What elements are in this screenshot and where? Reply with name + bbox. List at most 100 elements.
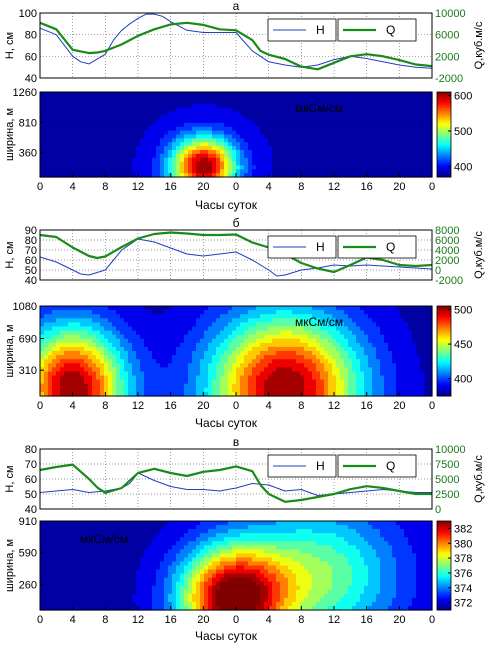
heatmap-cell [376, 387, 381, 393]
heatmap-cell [88, 549, 93, 554]
heatmap-cell [152, 103, 157, 109]
colorbar-segment [437, 339, 451, 343]
heatmap-cell [112, 379, 117, 385]
heatmap-cell [44, 149, 49, 155]
heatmap-cell [352, 134, 357, 139]
heatmap-cell [336, 391, 341, 397]
heatmap-cell [152, 367, 157, 373]
colorbar-segment [437, 364, 451, 368]
heatmap-cell [296, 379, 301, 385]
heatmap-cell [256, 310, 261, 315]
heatmap-cell [200, 334, 205, 340]
heatmap-cell [112, 146, 117, 151]
heatmap-cell [168, 334, 173, 340]
heatmap-cell [424, 165, 429, 170]
heatmap-cell [60, 589, 65, 595]
heatmap-cell [88, 165, 93, 170]
heatmap-cell [132, 134, 137, 139]
x-axis-label: Часы суток [195, 416, 258, 430]
heatmap-cell [160, 391, 165, 397]
colorbar-segment [437, 393, 451, 397]
heatmap-cell [340, 111, 345, 116]
heatmap-cell [356, 134, 361, 139]
heatmap-cell [208, 119, 213, 124]
heatmap-cell [332, 95, 337, 101]
heatmap-cell [84, 561, 89, 567]
heatmap-cell [256, 165, 261, 170]
heatmap-cell [96, 111, 101, 116]
heatmap-cell [60, 605, 65, 611]
heatmap-cell [292, 153, 297, 159]
heatmap-cell [80, 157, 85, 163]
heatmap-cell [364, 342, 369, 348]
heatmap-cell [396, 146, 401, 151]
heatmap-cell [240, 379, 245, 385]
heatmap-cell [96, 537, 101, 542]
heatmap-cell [268, 142, 273, 147]
heatmap-cell [192, 157, 197, 163]
heatmap-cell [84, 557, 89, 563]
heatmap-cell [196, 119, 201, 124]
heatmap-cell [416, 330, 421, 336]
heatmap-cell [180, 342, 185, 348]
colorbar-segment [437, 353, 451, 356]
heatmap-cell [40, 371, 45, 377]
heatmap-cell [136, 318, 141, 323]
plot-frame [39, 12, 433, 79]
heatmap-cell [348, 379, 353, 385]
heatmap-cell [288, 363, 293, 368]
heatmap-cell [108, 533, 113, 538]
heatmap-cell [72, 153, 77, 159]
heatmap-cell [372, 326, 377, 332]
heatmap-cell [164, 363, 169, 368]
heatmap-cell [156, 326, 161, 332]
y-axis-label-right: Q,куб.м/с [473, 21, 485, 69]
heatmap-cell [352, 146, 357, 151]
heatmap-cell [172, 107, 177, 112]
heatmap-cell [220, 173, 225, 178]
heatmap-cell [60, 146, 65, 151]
heatmap-cell [252, 95, 257, 101]
heatmap-cell [144, 169, 149, 174]
heatmap-cell [288, 359, 293, 364]
heatmap-cell [80, 371, 85, 377]
heatmap-cell [164, 371, 169, 377]
heatmap-cell [60, 541, 65, 546]
heatmap-cell [252, 338, 257, 344]
heatmap-cell [92, 122, 97, 128]
heatmap-cell [108, 545, 113, 550]
heatmap-cell [412, 342, 417, 348]
heatmap-cell [356, 314, 361, 319]
heatmap-cell [300, 355, 305, 360]
heatmap-cell [420, 134, 425, 139]
heatmap-cell [268, 355, 273, 360]
heatmap-cell [228, 371, 233, 377]
heatmap-cell [248, 355, 253, 360]
heatmap-cell [180, 95, 185, 101]
heatmap-cell [388, 119, 393, 124]
heatmap-cell [240, 346, 245, 352]
heatmap-cell [356, 119, 361, 124]
heatmap-cell [260, 95, 265, 101]
heatmap-cell [232, 310, 237, 315]
heatmap-cell [252, 161, 257, 167]
heatmap-cell [408, 326, 413, 332]
colorbar-segment [437, 306, 451, 309]
heatmap-cell [300, 334, 305, 340]
heatmap-cell [84, 142, 89, 147]
heatmap-cell [296, 111, 301, 116]
colorbar-segment [437, 369, 451, 372]
heatmap-cell [404, 330, 409, 336]
heatmap-cell [336, 138, 341, 143]
heatmap-cell [60, 342, 65, 348]
heatmap-cell [136, 310, 141, 315]
heatmap-cell [260, 165, 265, 170]
heatmap-cell [76, 338, 81, 344]
heatmap-cell [208, 367, 213, 373]
heatmap-cell [68, 165, 73, 170]
heatmap-cell [312, 169, 317, 174]
heatmap-cell [48, 593, 53, 599]
heatmap-cell [292, 342, 297, 348]
heatmap-cell [144, 330, 149, 336]
heatmap-cell [52, 597, 57, 603]
